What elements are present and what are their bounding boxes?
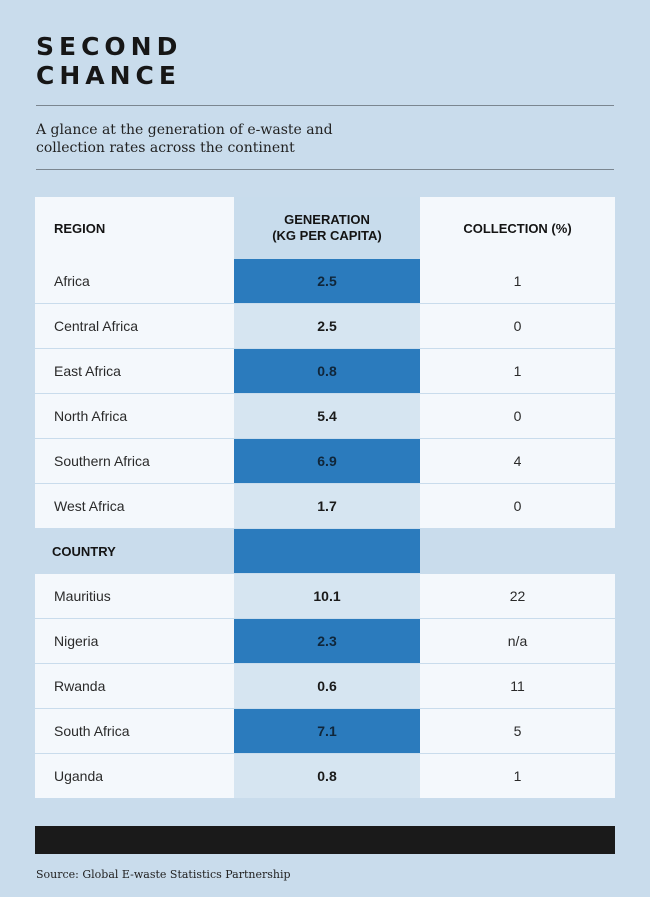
table-row: Africa 2.5 1 [35, 259, 615, 304]
row-name: Nigeria [35, 618, 234, 664]
row-name: West Africa [35, 483, 234, 529]
row-generation: 0.6 [234, 663, 420, 709]
row-generation: 2.5 [234, 303, 420, 349]
row-name: Mauritius [35, 573, 234, 619]
divider-bottom [36, 169, 614, 170]
row-collection: 4 [420, 438, 615, 484]
table-row: Mauritius 10.1 22 [35, 573, 615, 619]
row-collection: 1 [420, 753, 615, 798]
title-line-2: CHANCE [36, 61, 181, 90]
generation-column-header: GENERATION (KG PER CAPITA) [234, 197, 420, 259]
table-row: Rwanda 0.6 11 [35, 663, 615, 709]
footer-bar [35, 826, 615, 854]
row-collection: 0 [420, 303, 615, 349]
table-row: Southern Africa 6.9 4 [35, 438, 615, 484]
row-name: Southern Africa [35, 438, 234, 484]
row-name: East Africa [35, 348, 234, 394]
row-name: Africa [35, 259, 234, 304]
row-name: Uganda [35, 753, 234, 798]
table-header-row: REGION GENERATION (KG PER CAPITA) COLLEC… [35, 197, 615, 259]
generation-header-line-1: GENERATION [284, 212, 370, 227]
subtitle: A glance at the generation of e-waste an… [36, 121, 596, 157]
row-collection: 1 [420, 348, 615, 394]
row-collection: 22 [420, 573, 615, 619]
collection-column-header: COLLECTION (%) [420, 197, 615, 259]
row-generation: 1.7 [234, 483, 420, 529]
subtitle-line-1: A glance at the generation of e-waste an… [36, 122, 333, 138]
row-name: North Africa [35, 393, 234, 439]
row-name: Central Africa [35, 303, 234, 349]
row-collection: 1 [420, 259, 615, 304]
row-generation: 2.5 [234, 259, 420, 304]
divider-top [36, 105, 614, 106]
page-title: SECOND CHANCE [36, 32, 182, 90]
country-section-gen-cell [234, 528, 420, 574]
table-row: Nigeria 2.3 n/a [35, 618, 615, 664]
table-row: East Africa 0.8 1 [35, 348, 615, 394]
row-generation: 7.1 [234, 708, 420, 754]
row-name: South Africa [35, 708, 234, 754]
row-generation: 0.8 [234, 753, 420, 798]
table-row: North Africa 5.4 0 [35, 393, 615, 439]
country-section-col-cell [420, 528, 615, 574]
generation-header-line-2: (KG PER CAPITA) [272, 228, 382, 243]
region-column-header: REGION [35, 197, 234, 259]
row-collection: 0 [420, 393, 615, 439]
table-row: South Africa 7.1 5 [35, 708, 615, 754]
row-collection: 5 [420, 708, 615, 754]
table-row: Uganda 0.8 1 [35, 753, 615, 798]
row-generation: 5.4 [234, 393, 420, 439]
row-collection: 11 [420, 663, 615, 709]
row-collection: n/a [420, 618, 615, 664]
row-generation: 0.8 [234, 348, 420, 394]
row-generation: 2.3 [234, 618, 420, 664]
title-line-1: SECOND [36, 32, 183, 61]
table-body: Africa 2.5 1 Central Africa 2.5 0 East Africa 0… [35, 259, 615, 798]
ewaste-table: REGION GENERATION (KG PER CAPITA) COLLEC… [35, 197, 615, 798]
row-generation: 10.1 [234, 573, 420, 619]
row-generation: 6.9 [234, 438, 420, 484]
country-section-row: COUNTRY [35, 528, 615, 574]
row-name: Rwanda [35, 663, 234, 709]
table-row: West Africa 1.7 0 [35, 483, 615, 529]
source-note: Source: Global E-waste Statistics Partne… [36, 868, 291, 881]
table-row: Central Africa 2.5 0 [35, 303, 615, 349]
subtitle-line-2: collection rates across the continent [36, 140, 295, 156]
country-section-label: COUNTRY [35, 528, 234, 574]
row-collection: 0 [420, 483, 615, 529]
